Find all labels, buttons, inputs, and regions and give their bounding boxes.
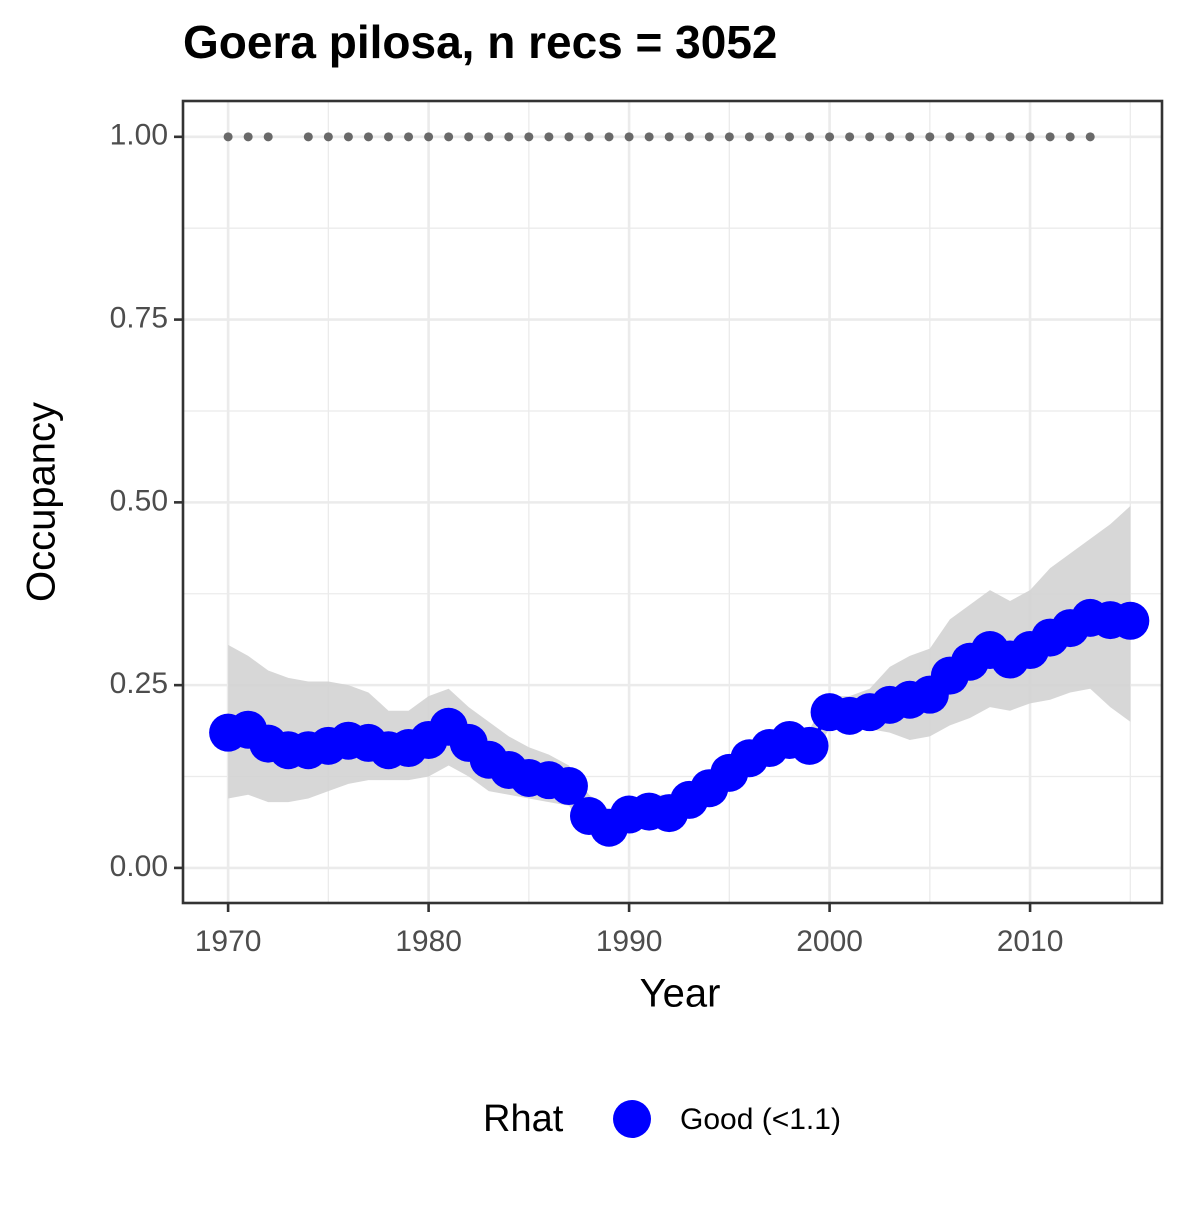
y-tick-label: 0.00 (110, 850, 168, 883)
record-dot (925, 132, 935, 142)
record-dot (664, 132, 674, 142)
confidence-ribbon (228, 506, 1131, 843)
x-tick-label: 2000 (796, 925, 863, 958)
record-dot (544, 132, 554, 142)
record-dot (1045, 132, 1055, 142)
y-tick-label: 0.50 (110, 484, 168, 517)
record-dot (885, 132, 895, 142)
panel-border (181, 99, 1164, 905)
x-axis-title: Year (640, 972, 721, 1016)
legend-marker (613, 1100, 651, 1138)
record-dot (985, 132, 995, 142)
record-dot (825, 132, 835, 142)
record-dot (965, 132, 975, 142)
chart-title: Goera pilosa, n recs = 3052 (183, 16, 778, 68)
record-dot (744, 132, 754, 142)
record-dot (464, 132, 474, 142)
record-dot (243, 132, 253, 142)
record-dot (845, 132, 855, 142)
record-dot (444, 132, 454, 142)
point (1111, 601, 1150, 640)
point (790, 726, 829, 765)
record-dot (524, 132, 534, 142)
record-dot (1085, 132, 1095, 142)
legend-label: Good (<1.1) (680, 1103, 841, 1136)
record-dot (223, 132, 233, 142)
record-dot (1065, 132, 1075, 142)
legend-title: Rhat (483, 1098, 564, 1140)
record-dot (343, 132, 353, 142)
record-dot (865, 132, 875, 142)
record-dot (644, 132, 654, 142)
record-dot (564, 132, 574, 142)
record-dot (363, 132, 373, 142)
record-dot (504, 132, 514, 142)
record-dot (323, 132, 333, 142)
record-dot (1005, 132, 1015, 142)
record-dot (805, 132, 815, 142)
record-dot (684, 132, 694, 142)
point (549, 767, 588, 806)
record-dot (604, 132, 614, 142)
y-tick-label: 1.00 (110, 119, 168, 152)
record-dot (424, 132, 434, 142)
record-dot (784, 132, 794, 142)
record-dot (303, 132, 313, 142)
y-tick-label: 0.75 (110, 302, 168, 335)
record-dot (624, 132, 634, 142)
y-tick-label: 0.25 (110, 667, 168, 700)
record-dot (905, 132, 915, 142)
record-dot (384, 132, 394, 142)
x-tick-label: 1970 (195, 925, 262, 958)
x-tick-label: 1990 (596, 925, 663, 958)
record-dot (584, 132, 594, 142)
record-dot (484, 132, 494, 142)
record-dot (945, 132, 955, 142)
record-dot (724, 132, 734, 142)
record-dot (404, 132, 414, 142)
y-axis-title: Occupancy (20, 402, 64, 602)
x-tick-label: 1980 (395, 925, 462, 958)
record-dot (764, 132, 774, 142)
record-dot (263, 132, 273, 142)
record-dot (1025, 132, 1035, 142)
record-dot (704, 132, 714, 142)
x-tick-label: 2010 (997, 925, 1064, 958)
